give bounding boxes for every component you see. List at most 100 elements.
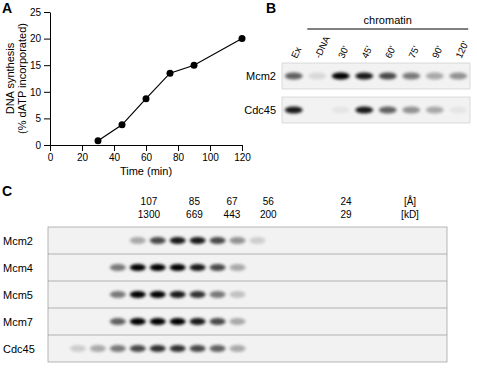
band	[210, 291, 226, 298]
row-label: Mcm5	[3, 289, 33, 301]
data-point	[191, 62, 198, 69]
data-line	[98, 39, 242, 141]
lane-label: 120'	[453, 39, 471, 60]
x-tick: 100	[202, 145, 219, 163]
band	[170, 318, 186, 325]
band	[210, 237, 226, 244]
band	[190, 237, 206, 244]
marker-mass: 443	[224, 209, 241, 220]
row-separator	[48, 335, 447, 336]
band	[379, 107, 397, 114]
data-point	[95, 137, 102, 144]
band	[150, 264, 166, 271]
band	[230, 237, 246, 244]
band	[230, 291, 246, 298]
blot-strip	[282, 97, 470, 123]
y-tick: 15	[30, 60, 50, 71]
marker-radius: 56	[263, 196, 275, 207]
lane-label: 30'	[336, 44, 351, 60]
band	[332, 107, 350, 114]
marker-mass: 200	[260, 209, 277, 220]
lane-label: 60'	[383, 44, 398, 60]
band	[190, 318, 206, 325]
band	[90, 345, 106, 352]
y-tick-mark	[44, 118, 50, 119]
y-axis-line	[50, 13, 51, 146]
x-tick-label: 60	[141, 152, 153, 163]
x-tick-mark	[242, 145, 243, 151]
marker-mass: 29	[340, 209, 352, 220]
y-axis-title: DNA synthesis	[4, 42, 16, 114]
row-separator	[48, 254, 447, 255]
band	[110, 345, 126, 352]
band	[190, 291, 206, 298]
y-axis: 0510152025	[30, 7, 51, 151]
x-tick: 120	[234, 145, 251, 163]
x-tick-label: 80	[173, 152, 185, 163]
figure: A0204060801001200510152025Time (min)DNA …	[0, 0, 477, 375]
y-tick-label: 15	[30, 60, 42, 71]
y-tick: 5	[35, 113, 50, 124]
band	[150, 345, 166, 352]
row-label: Mcm4	[3, 262, 33, 274]
band	[449, 107, 467, 114]
panel-label: B	[266, 0, 276, 16]
lane-label: 45'	[359, 44, 374, 60]
band	[130, 345, 146, 352]
band	[332, 73, 350, 80]
band	[170, 291, 186, 298]
x-tick-mark	[50, 145, 51, 151]
blot-strip	[282, 63, 470, 89]
band	[130, 264, 146, 271]
band	[110, 264, 126, 271]
lane-label: 90'	[430, 44, 445, 60]
x-axis: 020406080100120	[48, 145, 252, 163]
band	[150, 291, 166, 298]
band	[210, 345, 226, 352]
band	[110, 291, 126, 298]
band	[402, 107, 420, 114]
unit-label: [kD]	[401, 209, 419, 220]
y-tick-mark	[44, 39, 50, 40]
band	[210, 264, 226, 271]
row-label: Cdc45	[3, 343, 35, 355]
band	[249, 237, 265, 244]
marker-radius: 67	[226, 196, 238, 207]
band	[426, 107, 444, 114]
unit-label: [Å]	[404, 195, 416, 207]
band	[402, 73, 420, 80]
band	[285, 73, 303, 80]
x-tick-mark	[178, 145, 179, 151]
y-tick-mark	[44, 145, 50, 146]
band	[170, 345, 186, 352]
plot-area	[95, 35, 246, 144]
band	[230, 318, 246, 325]
data-point	[167, 70, 174, 77]
band	[379, 73, 397, 80]
row-label: Mcm7	[3, 316, 33, 328]
x-tick-mark	[82, 145, 83, 151]
row-label: Mcm2	[3, 235, 33, 247]
y-axis-title: (% dATP incorporated)	[16, 23, 28, 134]
panel-label: C	[2, 183, 12, 199]
y-tick: 25	[30, 7, 50, 18]
band	[150, 237, 166, 244]
blot-frame	[48, 227, 447, 362]
lane-label: 75'	[406, 44, 421, 60]
marker-radius: 24	[340, 196, 352, 207]
x-tick: 20	[77, 145, 89, 163]
band	[150, 318, 166, 325]
y-tick-label: 5	[35, 113, 41, 124]
x-tick-label: 120	[234, 152, 251, 163]
y-tick: 20	[30, 33, 50, 44]
x-tick-label: 40	[109, 152, 121, 163]
y-tick-label: 0	[35, 140, 41, 151]
band	[130, 291, 146, 298]
band	[210, 318, 226, 325]
marker-mass: 1300	[138, 209, 161, 220]
band	[355, 107, 373, 114]
band	[426, 73, 444, 80]
marker-mass: 669	[186, 209, 203, 220]
group-label: chromatin	[364, 14, 412, 26]
row-separator	[48, 308, 447, 309]
